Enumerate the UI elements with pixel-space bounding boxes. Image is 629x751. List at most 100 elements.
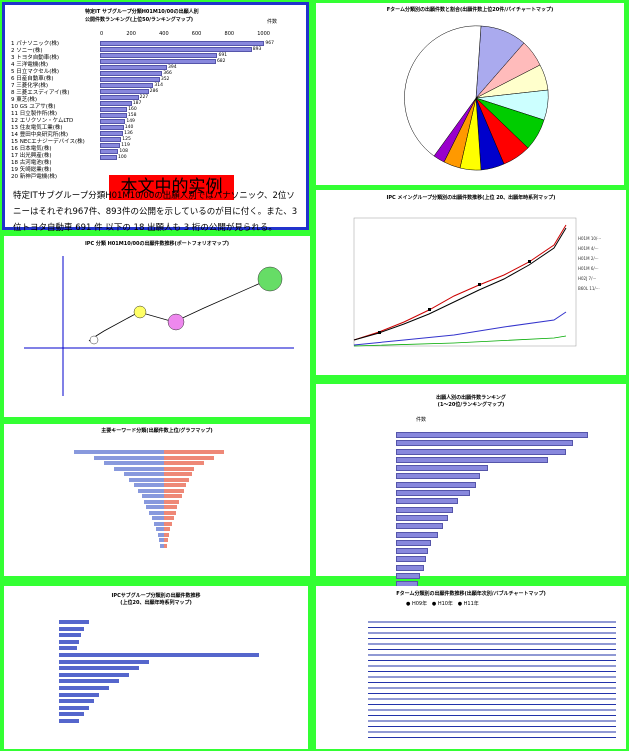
applicant-panel: 出願人別の出願件数ランキング (1〜20位/ランキングマップ) 件数 <box>316 384 626 596</box>
subgroup-bar <box>59 712 84 717</box>
keyword-row <box>64 532 264 539</box>
subgroup-bar <box>59 639 79 644</box>
applicant-bar <box>396 523 443 530</box>
ranking-names: 1 パナソニック(株) 2 ソニー(株) 3 トヨタ自動車(株) 4 三洋電機(株) 5… <box>11 41 85 181</box>
ranking-bar: 136 <box>100 131 133 136</box>
keyword-row <box>64 455 264 462</box>
applicant-bar <box>396 448 566 455</box>
ranking-name: 11 日立製作所(株) <box>11 111 58 117</box>
fterm-legend: ● H09年 ● H10年 ● H11年 <box>406 601 479 607</box>
svg-text:H01M 2/···: H01M 2/··· <box>578 256 599 261</box>
applicant-title: 出願人別の出願件数ランキング <box>436 395 506 401</box>
subgroup-bar <box>59 672 129 677</box>
svg-text:H01M 10/···: H01M 10/··· <box>578 236 601 241</box>
ranking-value: 314 <box>154 83 163 88</box>
keyword-row <box>64 505 264 511</box>
svg-text:H01M 6/···: H01M 6/··· <box>578 266 599 271</box>
subgroup-bar <box>59 705 89 710</box>
ranking-value: 160 <box>128 107 137 112</box>
ranking-bar: 140 <box>100 125 133 130</box>
ranking-bar: 119 <box>100 143 130 148</box>
subgroup-bar <box>59 679 119 684</box>
pie-chart <box>404 25 549 171</box>
ranking-bar: 160 <box>100 107 137 112</box>
ranking-bar: 394 <box>100 65 177 70</box>
ranking-bar: 149 <box>100 119 135 124</box>
keyword-row <box>64 516 264 522</box>
fterm-title: Fターム分類別の出願件数推移(出願年次別/バブルチャートマップ) <box>396 591 546 597</box>
keyword-row <box>64 494 264 500</box>
ranking-bar: 967 <box>100 41 274 46</box>
keyword-row <box>64 472 264 478</box>
ranking-name: 17 出光興産(株) <box>11 153 52 159</box>
ranking-name: 2 ソニー(株) <box>11 48 43 54</box>
subgroup-subtitle: (上位20、出願年時系列マップ) <box>120 600 192 606</box>
ranking-bar: 100 <box>100 155 127 160</box>
applicant-bar <box>396 490 470 497</box>
keyword-row <box>64 477 264 484</box>
ranking-bar: 366 <box>100 71 172 76</box>
ranking-value: 108 <box>119 149 128 154</box>
keyword-row <box>64 527 264 533</box>
ranking-bar: 108 <box>100 149 128 154</box>
ranking-value: 682 <box>216 59 226 64</box>
ranking-bar: 227 <box>100 95 148 100</box>
ranking-value: 286 <box>149 89 159 94</box>
ranking-bar: 187 <box>100 101 141 106</box>
ranking-value: 187 <box>132 101 142 106</box>
subgroup-bar <box>59 666 139 671</box>
ranking-value: 158 <box>127 113 137 118</box>
ranking-bar: 125 <box>100 137 131 142</box>
keyword-row <box>64 466 264 473</box>
applicant-bar <box>396 473 480 480</box>
subgroup-bar <box>59 620 89 624</box>
subgroup-bar <box>59 626 84 631</box>
subgroup-bar <box>59 699 94 704</box>
ranking-name: 12 エリクソン・ケムLTD <box>11 118 74 124</box>
line-title: IPC メイングループ分類別の出願件数推移(上位 20、出願年時系列マップ) <box>386 195 556 201</box>
ranking-name: 4 三洋電機(株) <box>11 62 49 68</box>
fterm-panel: Fターム分類別の出願件数推移(出願年次別/バブルチャートマップ) ● H09年 … <box>316 586 626 749</box>
applicant-bar <box>396 531 438 538</box>
ranking-value: 125 <box>122 137 131 142</box>
ranking-name: 18 古河電池(株) <box>11 160 52 166</box>
subgroup-bar <box>59 633 81 638</box>
ranking-name: 14 豊田中央研究所(株) <box>11 132 69 138</box>
keyword-row <box>64 461 264 467</box>
applicant-bar <box>396 498 458 505</box>
subgroup-title: IPCサブグループ分類別の出願件数推移 <box>111 593 201 599</box>
ranking-value: 227 <box>139 95 149 100</box>
svg-text:H02J 7/···: H02J 7/··· <box>578 276 596 281</box>
pie-panel: Fターム分類別の出願件数と割合(出願件数上位20件/パイチャートマップ) <box>316 3 624 185</box>
ranking-bar: 893 <box>100 47 261 52</box>
subgroup-bar <box>59 652 259 657</box>
portfolio-panel: IPC 分類 H01M10/00の出願件数推移(ポートフォリオマップ) <box>4 236 310 417</box>
subgroup-bar <box>59 685 109 690</box>
overlay-label: 本文中的实例 <box>109 175 234 200</box>
ranking-name: 8 三菱エスディアイ(株) <box>11 90 70 96</box>
subgroup-bar <box>59 692 99 697</box>
ranking-name: 5 日立マクセル(株) <box>11 69 60 75</box>
ranking-value: 394 <box>167 65 177 70</box>
applicant-bar <box>396 481 476 488</box>
keyword-row <box>64 488 264 495</box>
keyword-row <box>64 521 264 528</box>
keyword-row <box>64 543 264 550</box>
keyword-row <box>64 483 264 489</box>
applicant-bar <box>396 465 488 472</box>
ranking-name: 13 住友電気工業(株) <box>11 125 63 131</box>
line-chart: H01M 10/··· H01M 4/··· H01M 2/··· H01M 6/··… <box>353 217 601 347</box>
ranking-bar: 691 <box>100 53 227 58</box>
ranking-bar: 352 <box>100 77 169 82</box>
subgroup-bar <box>59 659 149 664</box>
ranking-bar: 286 <box>100 89 158 94</box>
ranking-value: 149 <box>126 119 135 124</box>
ranking-name: 1 パナソニック(株) <box>11 41 60 47</box>
subgroup-bar <box>59 646 77 651</box>
ranking-name: 10 GS ユアサ(株) <box>11 104 56 110</box>
ranking-value: 140 <box>124 125 134 130</box>
fterm-chart <box>368 621 616 738</box>
subgroup-panel: IPCサブグループ分類別の出願件数推移 (上位20、出願年時系列マップ) <box>4 586 308 749</box>
ranking-name: 9 東芝(株) <box>11 97 38 103</box>
applicant-bar <box>396 440 573 447</box>
